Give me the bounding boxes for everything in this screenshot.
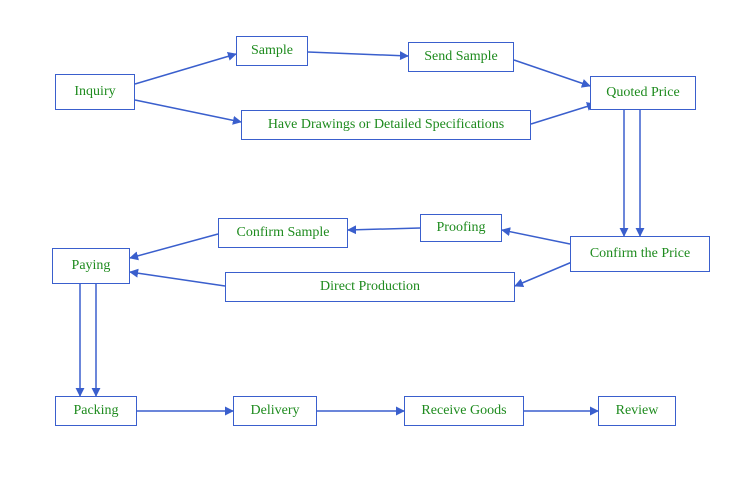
node-label: Sample <box>251 43 293 59</box>
node-label: Direct Production <box>320 279 420 295</box>
node-label: Have Drawings or Detailed Specifications <box>268 117 504 133</box>
edge <box>135 54 236 84</box>
node-paying: Paying <box>52 248 130 284</box>
node-review: Review <box>598 396 676 426</box>
node-confirm_price: Confirm the Price <box>570 236 710 272</box>
node-sample: Sample <box>236 36 308 66</box>
node-label: Confirm the Price <box>590 246 690 262</box>
edge <box>502 230 570 244</box>
edge <box>531 104 595 124</box>
node-direct_prod: Direct Production <box>225 272 515 302</box>
node-delivery: Delivery <box>233 396 317 426</box>
edge <box>135 100 241 122</box>
node-label: Send Sample <box>424 49 498 65</box>
node-label: Packing <box>73 403 118 419</box>
node-send_sample: Send Sample <box>408 42 514 72</box>
edge <box>514 60 590 86</box>
node-quoted: Quoted Price <box>590 76 696 110</box>
node-receive: Receive Goods <box>404 396 524 426</box>
node-packing: Packing <box>55 396 137 426</box>
node-confirm_sample: Confirm Sample <box>218 218 348 248</box>
node-inquiry: Inquiry <box>55 74 135 110</box>
edge <box>308 52 408 56</box>
node-label: Quoted Price <box>606 85 679 101</box>
node-label: Delivery <box>251 403 300 419</box>
edge <box>515 262 572 286</box>
flowchart-canvas: Inquiry Sample Send Sample Have Drawings or… <box>0 0 750 500</box>
edge <box>130 234 218 258</box>
edge <box>348 228 420 230</box>
node-label: Paying <box>72 258 111 274</box>
node-label: Confirm Sample <box>237 225 330 241</box>
node-proofing: Proofing <box>420 214 502 242</box>
node-have_draw: Have Drawings or Detailed Specifications <box>241 110 531 140</box>
node-label: Inquiry <box>74 84 115 100</box>
edge <box>130 272 225 286</box>
node-label: Proofing <box>437 220 486 236</box>
node-label: Receive Goods <box>421 403 506 419</box>
node-label: Review <box>616 403 659 419</box>
